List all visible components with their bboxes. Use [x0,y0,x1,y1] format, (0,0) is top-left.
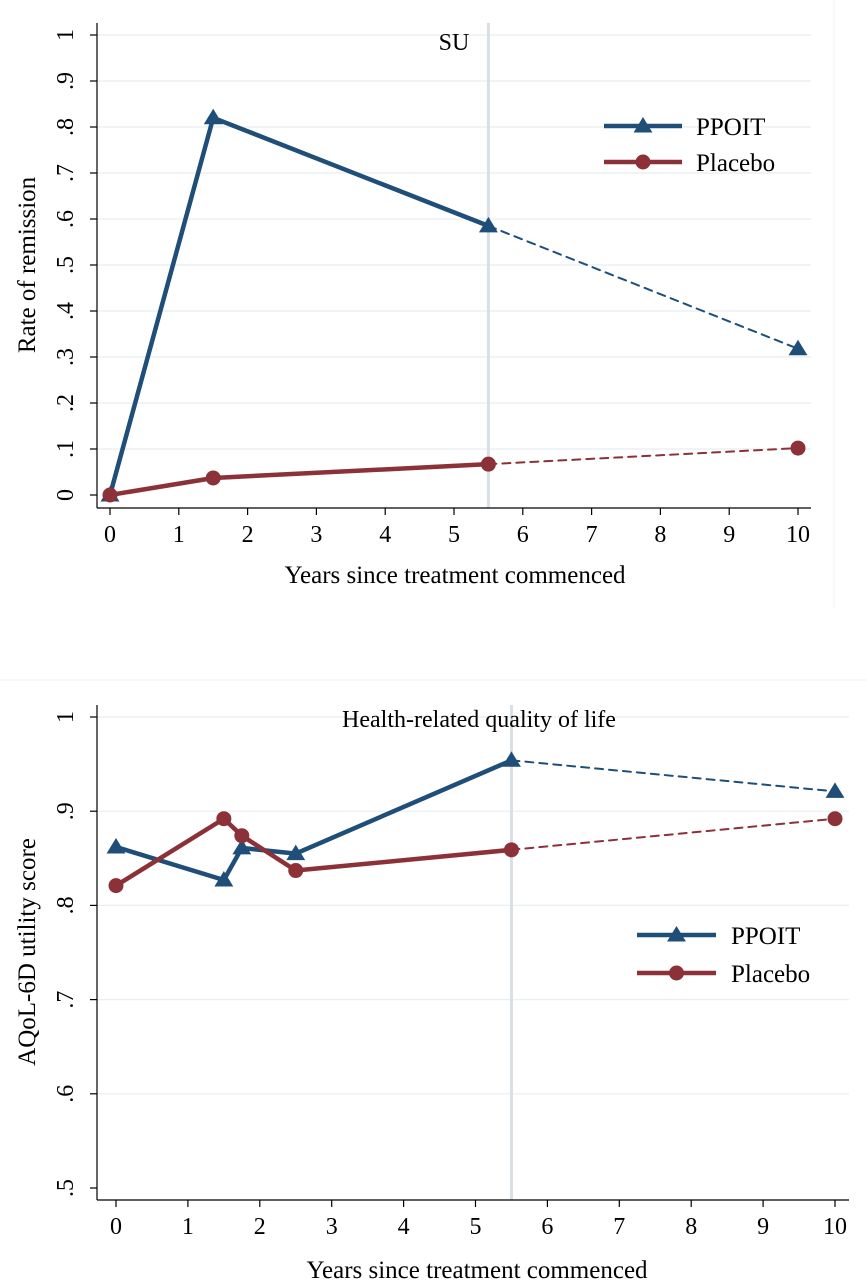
ppoit-point [106,837,126,854]
legend-placebo-marker [635,154,651,170]
ppoit-point [478,216,498,233]
y-tick-label: .1 [53,440,79,458]
ppoit-point [502,751,521,767]
y-tick-label: .3 [53,348,79,366]
placebo-point [205,470,221,486]
y-axis-label: AQoL-6D utility score [14,838,41,1066]
legend-ppoit-label: PPOIT [696,114,765,141]
y-tick-label: .5 [53,1179,79,1197]
x-tick-label: 6 [517,522,529,548]
ppoit-point [788,339,808,356]
x-tick-label: 1 [173,522,185,548]
y-tick-label: .6 [53,210,79,228]
x-tick-label: 9 [723,522,735,548]
ppoit-projection-line [487,224,799,350]
placebo-point [790,440,806,456]
axes: .5.6.7.8.910 1 2 3 4 5 6 7 8 9 10 [53,705,849,1240]
y-tick-label: .7 [53,991,79,1009]
x-tick-label: 6 [541,1214,553,1240]
y-tick-label: .5 [53,256,79,274]
placebo-point [216,811,232,827]
placebo-point [827,811,843,827]
legend: PPOIT Placebo [604,114,775,177]
y-tick-label: 1 [53,711,79,723]
x-tick-label: 10 [786,522,810,548]
y-tick-label: .6 [53,1085,79,1103]
legend-placebo-marker [669,965,684,981]
x-tick-label: 7 [613,1214,625,1240]
reference-line-label: SU [439,30,470,56]
legend-placebo-label: Placebo [696,150,775,177]
x-tick-label: 1 [182,1214,194,1240]
y-tick-label: 1 [53,29,79,41]
x-tick-label: 3 [326,1214,338,1240]
y-axis-label: Rate of remission [14,176,41,353]
x-axis-label: Years since treatment commenced [306,1257,648,1280]
series [100,108,808,503]
x-tick-label: 4 [379,522,391,548]
placebo-point [102,487,118,503]
placebo-point [480,456,496,472]
remission-chart: SU 0.1.2.3.4.5.6.7.8.910 1 2 3 4 5 6 7 8 9 10 Rate… [14,23,811,589]
x-tick-label: 10 [823,1214,847,1240]
y-tick-label: .9 [53,72,79,90]
x-tick-label: 0 [110,1214,122,1240]
placebo-point [503,842,519,858]
y-tick-label: .2 [53,394,79,412]
legend-ppoit-label: PPOIT [731,923,800,950]
series [106,751,845,894]
ppoit-line [107,115,491,498]
ppoit-point [232,838,252,855]
x-tick-label: 5 [470,1214,482,1240]
placebo-point [288,863,304,879]
x-tick-label: 2 [242,522,254,548]
y-tick-label: .7 [53,164,79,182]
x-tick-label: 3 [310,522,322,548]
x-tick-label: 4 [398,1214,410,1240]
chart-title: Health-related quality of life [342,707,616,733]
legend-placebo-label: Placebo [731,961,810,988]
ppoit-point [203,108,223,125]
ppoit-point [286,844,306,861]
quality-of-life-chart: Health-related quality of life .5 .6 .7 .8.… [14,705,849,1280]
placebo-projection-line [510,817,836,851]
x-tick-label: 2 [254,1214,266,1240]
y-tick-label: .4 [53,302,79,320]
x-tick-label: 0 [104,522,116,548]
ppoit-projection-line [510,759,836,793]
ppoit-point [214,870,234,887]
placebo-line [113,816,514,888]
legend-ppoit-marker [633,117,653,133]
x-tick-label: 8 [654,522,666,548]
grid-lines [97,34,811,450]
placebo-point [234,828,250,844]
y-tick-label: .9 [53,802,79,820]
placebo-line [107,461,491,498]
y-tick-label: .8 [53,896,79,914]
grid-lines [97,716,849,1095]
x-tick-label: 5 [448,522,460,548]
axes: 0.1.2.3.4.5.6.7.8.910 1 2 3 4 5 6 7 8 9 10 [53,23,811,548]
y-tick-label: .8 [53,118,79,136]
x-tick-label: 9 [757,1214,769,1240]
legend-ppoit-marker [667,926,686,942]
x-axis-label: Years since treatment commenced [284,562,626,589]
ppoit-line [113,758,514,883]
ppoit-point [825,782,845,798]
placebo-projection-line [487,447,799,466]
x-tick-label: 7 [586,522,598,548]
placebo-point [108,878,124,894]
x-tick-label: 8 [685,1214,697,1240]
y-tick-label: 0 [53,489,79,501]
legend: PPOIT Placebo [637,923,810,988]
